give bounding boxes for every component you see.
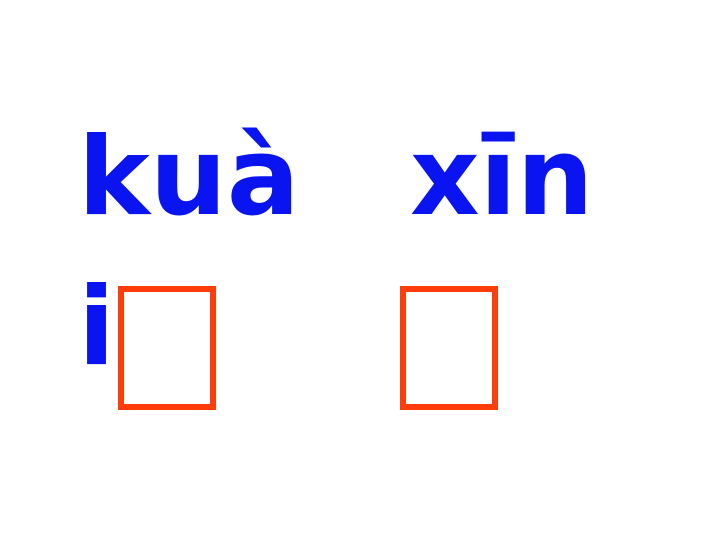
- missing-character-box-1: [118, 286, 216, 410]
- pinyin-letter-i: i: [78, 265, 116, 390]
- missing-character-box-2: [400, 286, 498, 410]
- pinyin-syllable-kua: kuà: [78, 115, 300, 240]
- pinyin-syllable-xin: xīn: [410, 115, 594, 240]
